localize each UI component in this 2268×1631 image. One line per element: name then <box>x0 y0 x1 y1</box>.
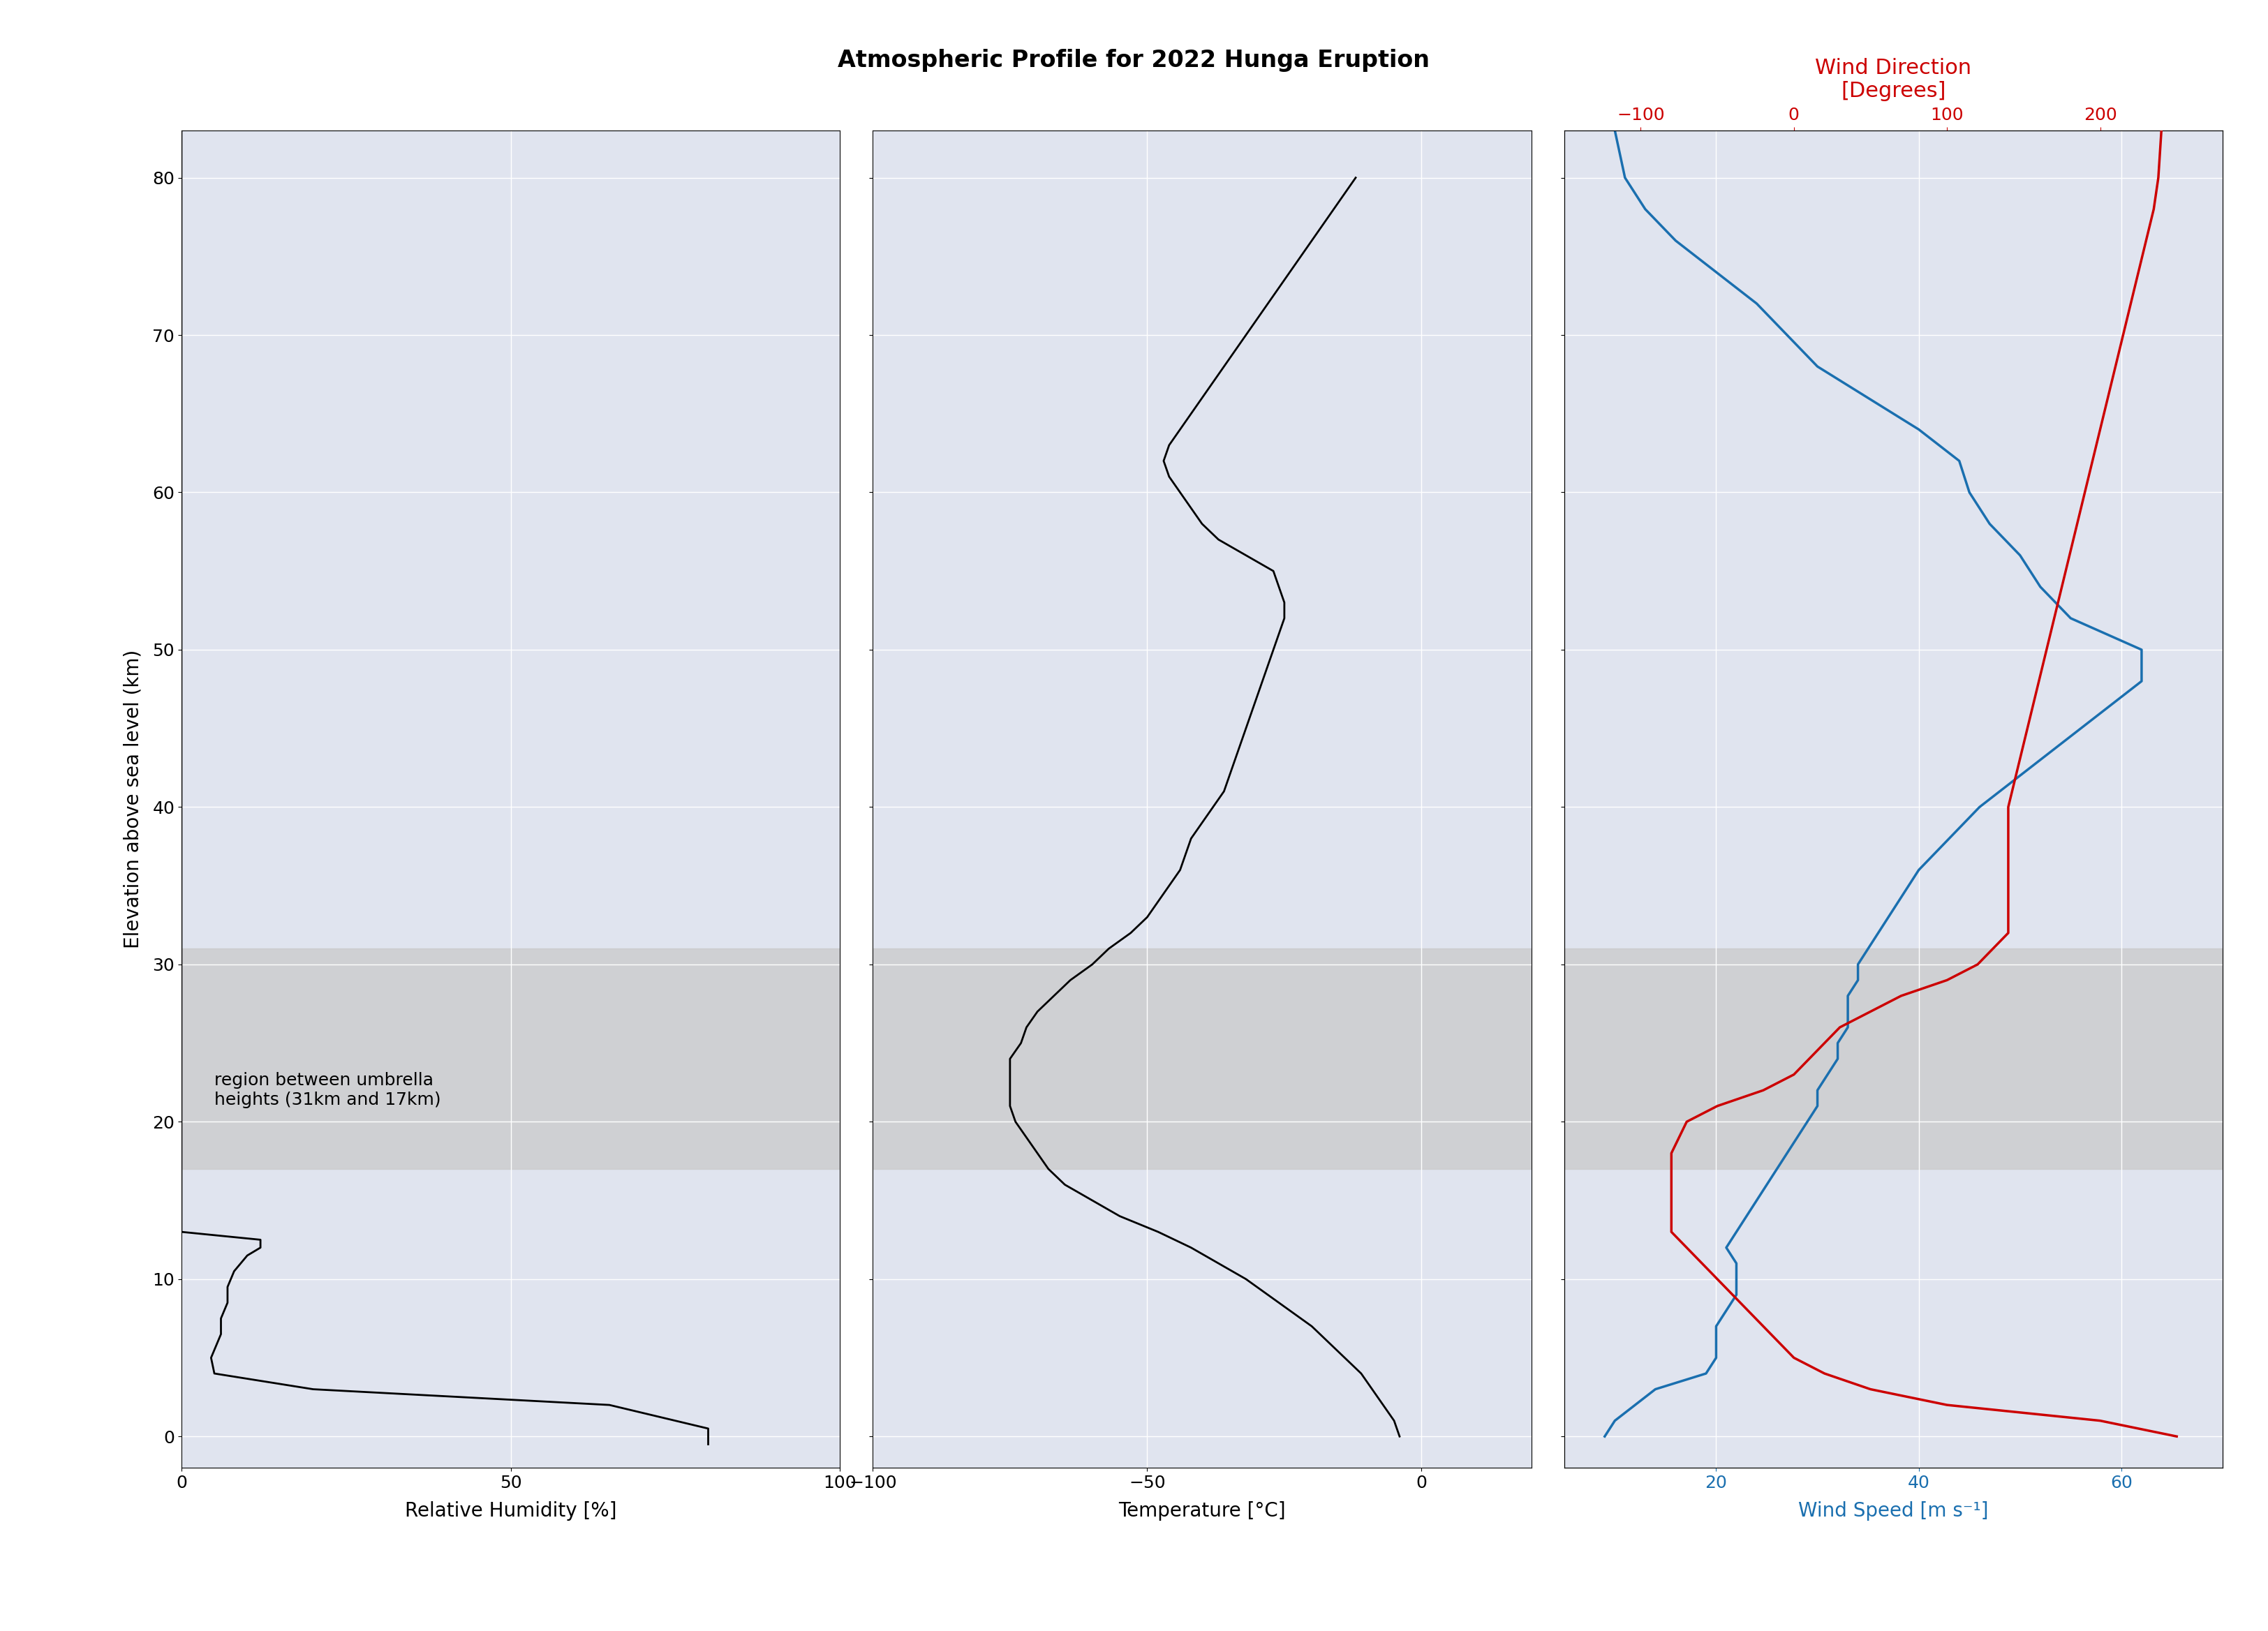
Text: region between umbrella
heights (31km and 17km): region between umbrella heights (31km an… <box>215 1072 440 1109</box>
Text: Atmospheric Profile for 2022 Hunga Eruption: Atmospheric Profile for 2022 Hunga Erupt… <box>837 49 1431 72</box>
Y-axis label: Elevation above sea level (km): Elevation above sea level (km) <box>122 649 143 949</box>
X-axis label: Wind Direction
[Degrees]: Wind Direction [Degrees] <box>1814 57 1971 101</box>
Bar <box>1565 949 2223 1169</box>
Bar <box>873 949 1531 1169</box>
X-axis label: Relative Humidity [%]: Relative Humidity [%] <box>404 1501 617 1520</box>
X-axis label: Wind Speed [m s⁻¹]: Wind Speed [m s⁻¹] <box>1799 1501 1989 1520</box>
X-axis label: Temperature [°C]: Temperature [°C] <box>1118 1501 1286 1520</box>
Bar <box>181 949 839 1169</box>
